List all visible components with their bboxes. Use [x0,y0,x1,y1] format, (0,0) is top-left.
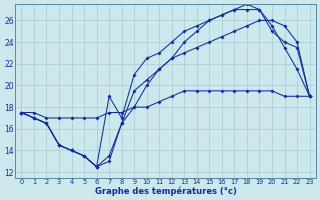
X-axis label: Graphe des températures (°c): Graphe des températures (°c) [95,186,236,196]
